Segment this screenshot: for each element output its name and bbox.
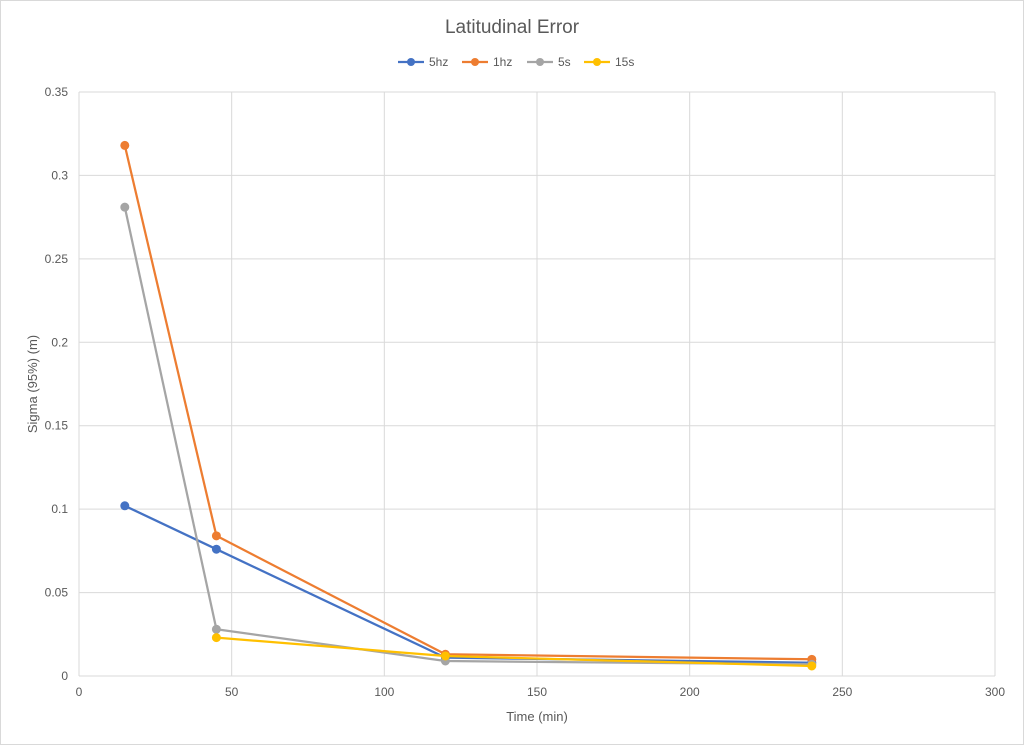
series-lines bbox=[123, 145, 812, 668]
legend-entry-5hz: 5hz bbox=[398, 55, 448, 69]
legend-label: 5s bbox=[558, 55, 571, 69]
legend-marker-5hz bbox=[407, 58, 415, 66]
data-point-15s bbox=[211, 633, 221, 643]
x-tick-label: 50 bbox=[225, 685, 239, 699]
x-tick-label: 150 bbox=[527, 685, 547, 699]
legend-label: 5hz bbox=[429, 55, 448, 69]
y-tick-label: 0.05 bbox=[45, 586, 69, 600]
x-tick-label: 250 bbox=[832, 685, 852, 699]
legend: 5hz 1hz 5s 15s bbox=[398, 55, 634, 69]
x-axis-title: Time (min) bbox=[506, 709, 568, 724]
data-point-5hz bbox=[120, 501, 130, 511]
legend-marker-5s bbox=[536, 58, 544, 66]
y-tick-label: 0.25 bbox=[45, 252, 69, 266]
x-tick-label: 300 bbox=[985, 685, 1005, 699]
x-axis-ticks: 0 50 100 150 200 250 300 bbox=[76, 685, 1006, 699]
data-point-1hz bbox=[120, 140, 130, 150]
y-axis-ticks: 0 0.05 0.1 0.15 0.2 0.25 0.3 0.35 bbox=[45, 85, 69, 683]
data-point-15s bbox=[440, 651, 450, 661]
x-tick-label: 100 bbox=[374, 685, 394, 699]
y-tick-label: 0.1 bbox=[51, 502, 68, 516]
x-tick-label: 0 bbox=[76, 685, 83, 699]
y-axis-title: Sigma (95%) (m) bbox=[25, 335, 40, 433]
legend-entry-5s: 5s bbox=[527, 55, 571, 69]
series-line-5s bbox=[123, 206, 812, 666]
legend-label: 1hz bbox=[493, 55, 512, 69]
data-point-15s bbox=[807, 661, 817, 671]
y-tick-label: 0.15 bbox=[45, 419, 69, 433]
data-point-5s bbox=[211, 624, 221, 634]
legend-label: 15s bbox=[615, 55, 634, 69]
y-tick-label: 0.35 bbox=[45, 85, 69, 99]
series-points bbox=[120, 140, 817, 671]
series-line-1hz bbox=[123, 145, 812, 661]
gridlines bbox=[78, 91, 996, 677]
y-tick-label: 0.3 bbox=[51, 168, 68, 182]
y-tick-label: 0 bbox=[61, 669, 68, 683]
legend-marker-1hz bbox=[471, 58, 479, 66]
data-point-5hz bbox=[211, 544, 221, 554]
legend-entry-15s: 15s bbox=[584, 55, 634, 69]
x-tick-label: 200 bbox=[680, 685, 700, 699]
legend-marker-15s bbox=[593, 58, 601, 66]
legend-entry-1hz: 1hz bbox=[462, 55, 512, 69]
chart-title: Latitudinal Error bbox=[445, 17, 580, 38]
y-tick-label: 0.2 bbox=[51, 335, 68, 349]
data-point-5s bbox=[120, 202, 130, 212]
data-point-1hz bbox=[211, 531, 221, 541]
